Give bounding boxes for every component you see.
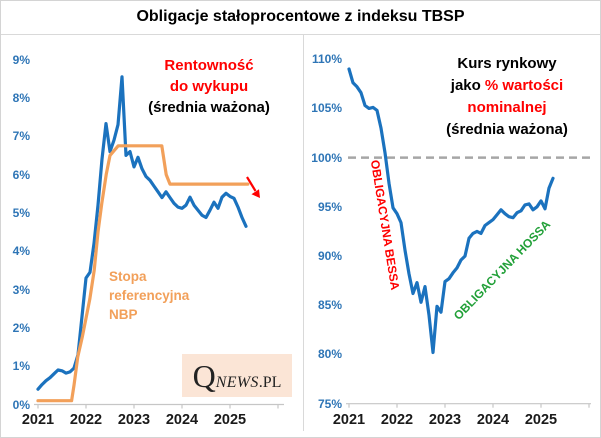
yield-annotation-line3: (średnia ważona)	[148, 99, 270, 116]
y-tick-label: 1%	[12, 359, 30, 374]
yield-annotation-line2: do wykupu	[169, 78, 249, 95]
y-tick-label: 100%	[311, 150, 342, 165]
x-tick-label: 2025	[524, 412, 558, 428]
title-divider	[1, 34, 600, 35]
panel-divider	[303, 35, 304, 431]
x-tick-label: 2025	[213, 412, 247, 428]
y-tick-label: 3%	[12, 282, 30, 297]
y-tick-label: 105%	[311, 101, 342, 116]
logo-pl-text: .PL	[258, 374, 282, 391]
y-tick-label: 85%	[317, 298, 342, 313]
y-tick-label: 2%	[12, 320, 30, 335]
x-tick-label: 2021	[21, 412, 55, 428]
market-price-annotation: Kurs rynkowy jako% wartości nominalnej (…	[416, 53, 598, 141]
x-tick-label: 2021	[332, 412, 366, 428]
trend-arrow-line	[246, 176, 257, 192]
yield-annotation-line1: Rentowność	[164, 57, 254, 74]
y-tick-label: 75%	[317, 396, 342, 411]
nbp-rate-annotation-line2: referencyjna	[109, 288, 190, 303]
y-tick-label: 9%	[12, 52, 30, 67]
nbp-rate-annotation: Stopa referencyjna NBP	[109, 267, 189, 324]
market-price-annotation-line2-black: jako	[450, 77, 481, 94]
x-tick-label: 2023	[428, 412, 462, 428]
market-price-annotation-line2-red: % wartości	[484, 77, 564, 94]
y-tick-label: 4%	[12, 244, 30, 259]
market-price-annotation-line1: Kurs rynkowy	[457, 55, 557, 72]
market-price-annotation-line4: (średnia ważona)	[446, 121, 568, 138]
x-tick-label: 2024	[165, 412, 199, 428]
series-line-ytm	[36, 75, 248, 391]
market-price-annotation-line2: jako% wartości	[416, 75, 598, 97]
y-tick-label: 80%	[317, 347, 342, 362]
nbp-rate-annotation-line3: NBP	[109, 307, 138, 322]
y-tick-label: 8%	[12, 90, 30, 105]
trend-arrow-head	[251, 189, 260, 198]
market-price-annotation-line3: nominalnej	[467, 99, 547, 116]
x-tick-label: 2022	[69, 412, 103, 428]
x-tick-label: 2024	[476, 412, 510, 428]
x-tick-label: 2022	[380, 412, 414, 428]
y-tick-label: 110%	[311, 52, 342, 67]
yield-annotation: Rentowność do wykupu (średnia ważona)	[119, 55, 299, 118]
nbp-rate-annotation-line1: Stopa	[109, 269, 147, 284]
series-line-market_price	[347, 67, 555, 355]
y-tick-label: 0%	[12, 397, 30, 412]
y-tick-label: 6%	[12, 167, 30, 182]
series-line-nbp_rate	[36, 144, 250, 403]
qnews-logo: Q NEWS .PL	[182, 354, 292, 397]
y-tick-label: 90%	[317, 249, 342, 264]
logo-news-text: NEWS	[215, 374, 259, 391]
logo-q-letter: Q	[192, 358, 216, 394]
y-tick-label: 7%	[12, 129, 30, 144]
y-tick-label: 95%	[317, 199, 342, 214]
x-tick-label: 2023	[117, 412, 151, 428]
chart-title: Obligacje stałoprocentowe z indeksu TBSP	[136, 8, 465, 25]
y-tick-label: 5%	[12, 205, 30, 220]
